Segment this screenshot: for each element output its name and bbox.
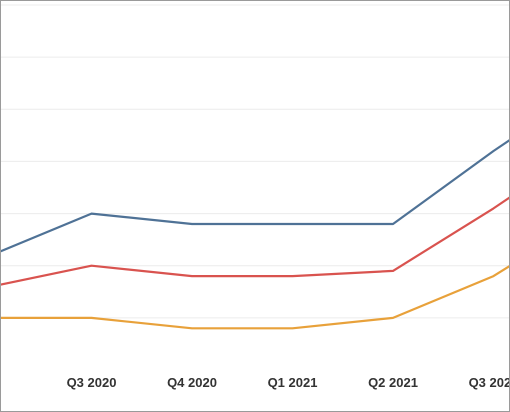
grid-layer (0, 4, 510, 319)
series-line-2 (0, 195, 510, 286)
x-tick-label: Q1 2021 (268, 375, 318, 390)
series-line-1 (0, 138, 510, 253)
x-tick-label: Q2 2021 (368, 375, 418, 390)
series-layer (0, 138, 510, 330)
series-line-3 (0, 264, 510, 330)
x-tick-label: Q3 2020 (67, 375, 117, 390)
x-tick-label: Q3 2021 (469, 375, 510, 390)
x-tick-label: Q4 2020 (167, 375, 217, 390)
